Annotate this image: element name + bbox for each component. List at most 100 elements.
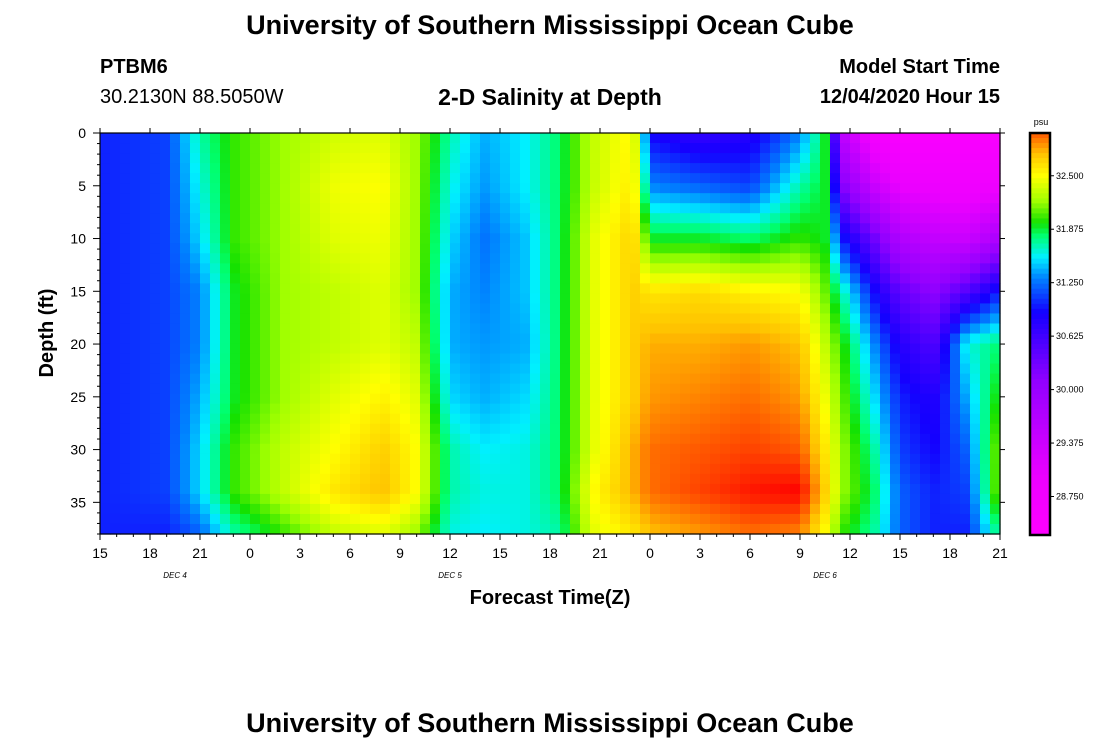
heatmap-cell (960, 293, 971, 305)
heatmap-cell (500, 383, 511, 395)
heatmap-cell (380, 353, 391, 365)
heatmap-cell (950, 333, 961, 345)
heatmap-cell (560, 473, 571, 485)
colorbar-cell (1030, 409, 1050, 415)
heatmap-cell (320, 383, 331, 395)
heatmap-cell (380, 443, 391, 455)
heatmap-cell (230, 253, 241, 264)
heatmap-cell (630, 323, 641, 335)
heatmap-cell (380, 373, 391, 385)
heatmap-cell (270, 353, 281, 365)
heatmap-cell (380, 473, 391, 485)
heatmap-cell (230, 193, 241, 204)
heatmap-cell (880, 143, 891, 154)
heatmap-cell (510, 283, 521, 294)
heatmap-cell (620, 483, 631, 495)
heatmap-cell (200, 333, 211, 345)
heatmap-cell (150, 283, 161, 294)
heatmap-cell (530, 483, 541, 495)
heatmap-cell (990, 323, 1001, 335)
heatmap-cell (270, 423, 281, 435)
heatmap-cell (590, 433, 601, 445)
heatmap-cell (730, 483, 741, 495)
heatmap-cell (850, 283, 861, 294)
heatmap-cell (940, 463, 951, 475)
heatmap-cell (670, 153, 681, 164)
heatmap-cell (550, 493, 561, 505)
heatmap-cell (740, 213, 751, 224)
heatmap-cell (230, 263, 241, 274)
heatmap-cell (610, 503, 621, 515)
heatmap-cell (950, 293, 961, 305)
heatmap-cell (330, 153, 341, 164)
heatmap-cell (160, 453, 171, 465)
heatmap-cell (980, 473, 991, 485)
heatmap-cell (130, 163, 141, 174)
heatmap-cell (510, 473, 521, 485)
heatmap-cell (720, 513, 731, 525)
heatmap-cell (910, 493, 921, 505)
heatmap-cell (800, 483, 811, 495)
heatmap-cell (590, 453, 601, 465)
heatmap-cell (530, 203, 541, 214)
heatmap-cell (570, 443, 581, 455)
heatmap-cell (160, 233, 171, 244)
heatmap-cell (560, 243, 571, 254)
heatmap-cell (450, 403, 461, 415)
heatmap-cell (760, 223, 771, 234)
heatmap-cell (860, 483, 871, 495)
heatmap-cell (250, 343, 261, 355)
heatmap-cell (240, 203, 251, 214)
heatmap-cell (680, 423, 691, 435)
heatmap-cell (580, 463, 591, 475)
heatmap-cell (850, 453, 861, 465)
heatmap-cell (810, 433, 821, 445)
heatmap-cell (970, 263, 981, 274)
heatmap-cell (940, 203, 951, 214)
heatmap-cell (540, 283, 551, 294)
heatmap-cell (630, 443, 641, 455)
heatmap-cell (190, 263, 201, 274)
heatmap-cell (970, 153, 981, 164)
heatmap-cell (550, 363, 561, 375)
heatmap-cell (720, 133, 731, 144)
heatmap-cell (680, 283, 691, 294)
heatmap-cell (890, 213, 901, 224)
heatmap-cell (930, 173, 941, 184)
heatmap-cell (720, 393, 731, 405)
heatmap-cell (870, 303, 881, 315)
heatmap-cell (990, 273, 1001, 284)
heatmap-cell (510, 513, 521, 525)
heatmap-cell (500, 263, 511, 274)
heatmap-cell (920, 403, 931, 415)
heatmap-cell (850, 523, 861, 535)
heatmap-cell (100, 233, 111, 244)
heatmap-cell (860, 353, 871, 365)
heatmap-cell (470, 343, 481, 355)
colorbar-cell (1030, 263, 1050, 270)
heatmap-cell (180, 483, 191, 495)
heatmap-cell (520, 493, 531, 505)
heatmap-cell (110, 523, 121, 535)
heatmap-cell (900, 273, 911, 284)
heatmap-cell (650, 263, 661, 274)
heatmap-cell (360, 213, 371, 224)
heatmap-cell (770, 263, 781, 274)
heatmap-cell (460, 363, 471, 375)
heatmap-cell (840, 423, 851, 435)
heatmap-cell (480, 283, 491, 294)
heatmap-cell (300, 443, 311, 455)
heatmap-cell (340, 263, 351, 274)
heatmap-cell (280, 333, 291, 345)
heatmap-cell (430, 423, 441, 435)
heatmap-cell (580, 493, 591, 505)
heatmap-cell (150, 463, 161, 475)
heatmap-cell (810, 513, 821, 525)
heatmap-cell (470, 493, 481, 505)
heatmap-cell (970, 363, 981, 375)
heatmap-cell (150, 323, 161, 335)
heatmap-cell (180, 313, 191, 325)
heatmap-cell (540, 273, 551, 284)
heatmap-cell (810, 163, 821, 174)
heatmap-cell (380, 203, 391, 214)
